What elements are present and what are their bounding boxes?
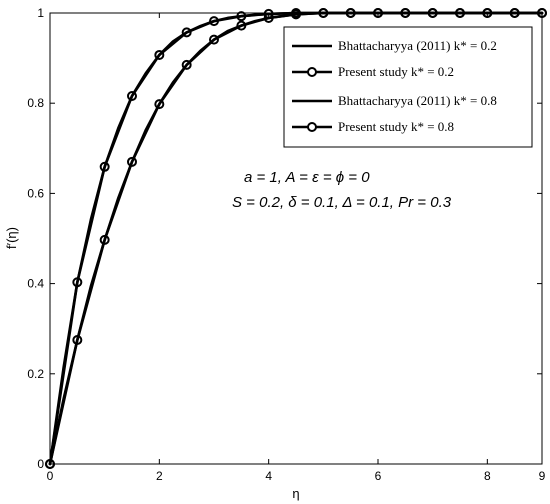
- data-point: [99, 161, 110, 172]
- y-tick-label: 1: [37, 6, 44, 20]
- y-axis-label: f′(η): [4, 227, 19, 249]
- legend-label: Bhattacharyya (2011) k* = 0.8: [338, 93, 497, 108]
- data-point: [154, 49, 165, 60]
- data-point: [72, 334, 83, 345]
- data-point: [72, 277, 83, 288]
- data-point: [209, 16, 219, 27]
- data-point: [291, 9, 301, 20]
- y-tick-label: 0: [37, 457, 44, 471]
- legend-swatch-marker: [307, 122, 317, 132]
- y-tick-label: 0.8: [27, 96, 44, 110]
- data-point: [181, 59, 192, 70]
- data-point: [263, 8, 274, 19]
- y-tick-label: 0.2: [27, 367, 44, 381]
- plot-frame: [49, 12, 543, 465]
- y-tick-label: 0.4: [27, 277, 44, 291]
- data-point: [99, 234, 110, 245]
- data-point: [209, 34, 219, 45]
- x-tick-label: 0: [47, 469, 54, 483]
- annotation-params-2: S = 0.2, δ = 0.1, Δ = 0.1, Pr = 0.3: [232, 194, 452, 211]
- data-point: [127, 90, 137, 101]
- data-point: [181, 27, 192, 38]
- y-tick-label: 0.6: [27, 186, 44, 200]
- data-point: [127, 156, 137, 167]
- x-axis-label: η: [292, 486, 299, 501]
- x-tick-label: 8: [484, 469, 491, 483]
- legend-swatch-marker: [307, 67, 317, 77]
- data-point: [236, 20, 247, 31]
- data-point: [154, 99, 165, 110]
- legend-label: Present study k* = 0.2: [338, 64, 454, 79]
- x-tick-label: 9: [539, 469, 546, 483]
- x-tick-label: 6: [375, 469, 382, 483]
- data-point: [236, 11, 247, 22]
- data-point: [263, 12, 274, 23]
- annotation-params-1: a = 1, A = ε = ϕ = 0: [244, 169, 370, 186]
- legend: Bhattacharyya (2011) k* = 0.2 Present stu…: [283, 26, 533, 148]
- legend-label: Present study k* = 0.8: [338, 119, 454, 134]
- x-tick-label: 4: [265, 469, 272, 483]
- legend-label: Bhattacharyya (2011) k* = 0.2: [338, 38, 497, 53]
- x-tick-label: 2: [156, 469, 163, 483]
